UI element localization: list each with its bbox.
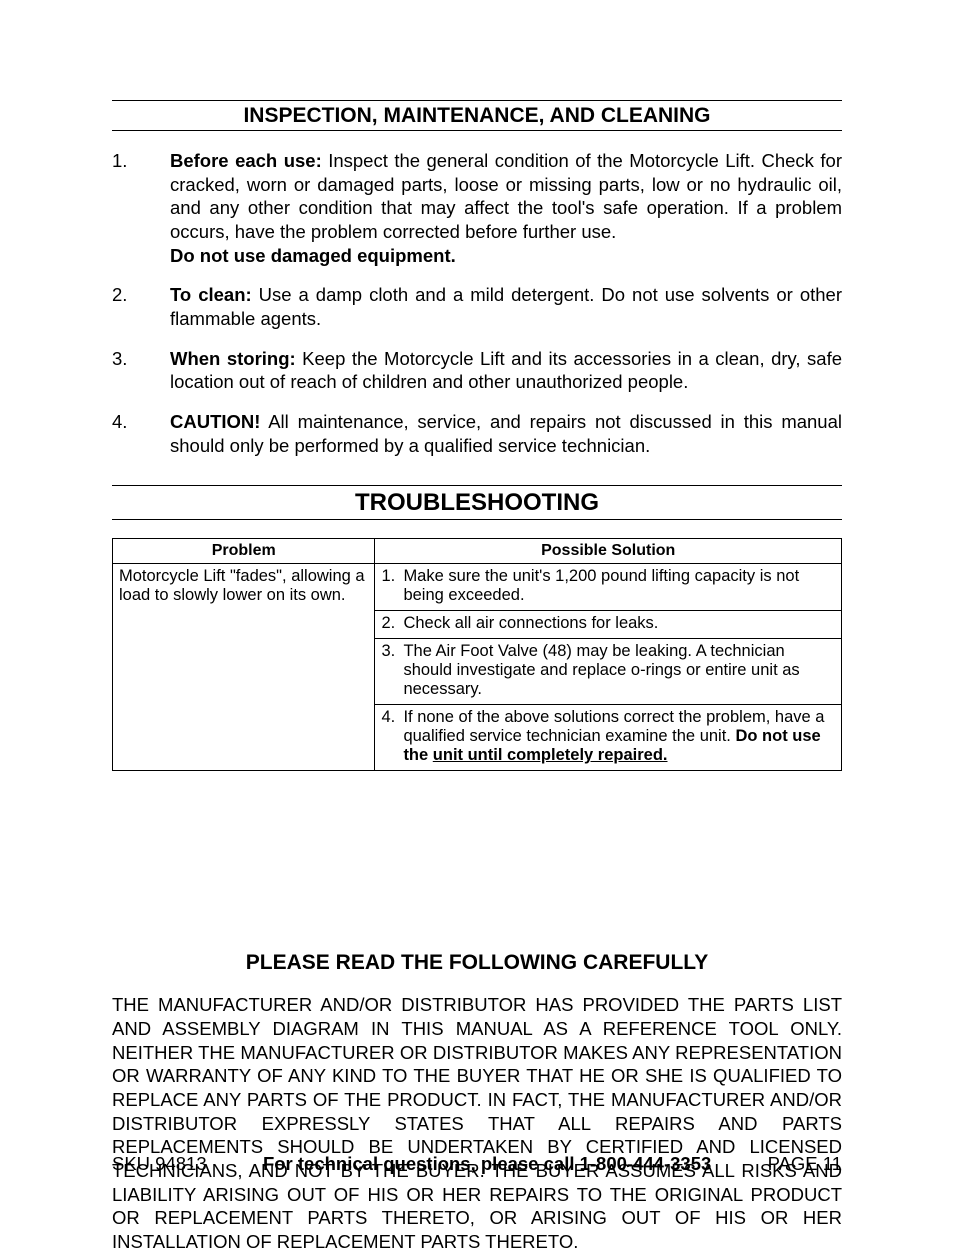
col-header-solution: Possible Solution (375, 539, 842, 564)
sol-num: 1. (381, 567, 403, 605)
table-header-row: Problem Possible Solution (113, 539, 842, 564)
list-item: 1. Before each use: Inspect the general … (112, 149, 842, 267)
disclaimer-text: THE MANUFACTURER AND/OR DISTRIBUTOR HAS … (112, 993, 842, 1253)
item-body: When storing: Keep the Motorcycle Lift a… (170, 347, 842, 394)
sol-text: If none of the above solutions correct t… (403, 708, 835, 765)
table-row: Motorcycle Lift "fades", allowing a load… (113, 564, 842, 611)
sol-text: Make sure the unit's 1,200 pound lifting… (403, 567, 835, 605)
section-heading-inspection: INSPECTION, MAINTENANCE, AND CLEANING (112, 100, 842, 131)
item-trailing: Do not use damaged equipment. (170, 245, 456, 266)
inspection-list: 1. Before each use: Inspect the general … (112, 149, 842, 457)
section-heading-troubleshooting: TROUBLESHOOTING (112, 485, 842, 520)
item-text: Use a damp cloth and a mild detergent. D… (170, 284, 842, 329)
footer-phone: For technical questions, please call 1-8… (263, 1153, 711, 1175)
item-number: 4. (112, 410, 170, 457)
item-number: 3. (112, 347, 170, 394)
page-footer: SKU 94813 For technical questions, pleas… (112, 1153, 842, 1175)
item-text: All maintenance, service, and repairs no… (170, 411, 842, 456)
item-number: 1. (112, 149, 170, 267)
item-body: To clean: Use a damp cloth and a mild de… (170, 283, 842, 330)
list-item: 4. CAUTION! All maintenance, service, an… (112, 410, 842, 457)
sol-num: 2. (381, 614, 403, 633)
footer-page: PAGE 11 (768, 1153, 842, 1175)
list-item: 2. To clean: Use a damp cloth and a mild… (112, 283, 842, 330)
list-item: 3. When storing: Keep the Motorcycle Lif… (112, 347, 842, 394)
section-heading-please-read: PLEASE READ THE FOLLOWING CAREFULLY (112, 951, 842, 975)
item-number: 2. (112, 283, 170, 330)
sol-num: 4. (381, 708, 403, 765)
solution-cell: 2. Check all air connections for leaks. (375, 611, 842, 639)
item-body: CAUTION! All maintenance, service, and r… (170, 410, 842, 457)
item-lead: When storing: (170, 348, 296, 369)
troubleshooting-table: Problem Possible Solution Motorcycle Lif… (112, 538, 842, 771)
solution-cell: 3. The Air Foot Valve (48) may be leakin… (375, 639, 842, 705)
sol-text: Check all air connections for leaks. (403, 614, 835, 633)
problem-cell: Motorcycle Lift "fades", allowing a load… (113, 564, 375, 771)
item-body: Before each use: Inspect the general con… (170, 149, 842, 267)
solution-cell: 4. If none of the above solutions correc… (375, 705, 842, 771)
item-lead: CAUTION! (170, 411, 260, 432)
footer-sku: SKU 94813 (112, 1153, 207, 1175)
solution-cell: 1. Make sure the unit's 1,200 pound lift… (375, 564, 842, 611)
item-lead: To clean: (170, 284, 252, 305)
item-lead: Before each use: (170, 150, 322, 171)
sol-text: The Air Foot Valve (48) may be leaking. … (403, 642, 835, 699)
col-header-problem: Problem (113, 539, 375, 564)
sol-num: 3. (381, 642, 403, 699)
